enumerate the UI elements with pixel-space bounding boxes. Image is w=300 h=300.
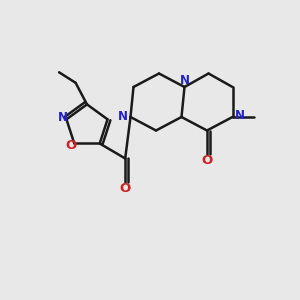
Text: O: O: [201, 154, 213, 167]
Text: O: O: [120, 182, 131, 195]
Text: O: O: [65, 140, 76, 152]
Text: N: N: [235, 109, 245, 122]
Text: N: N: [58, 111, 68, 124]
Text: N: N: [179, 74, 190, 87]
Text: N: N: [118, 110, 128, 124]
